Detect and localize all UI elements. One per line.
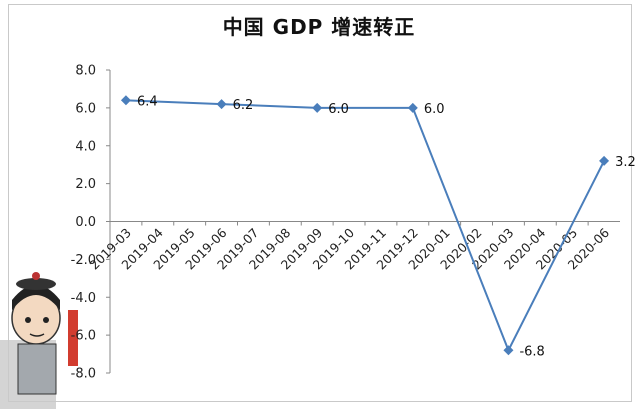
data-point-marker <box>407 102 418 113</box>
y-tick-label: -2.0 <box>71 253 96 268</box>
data-point-marker <box>312 102 323 113</box>
data-label: 6.4 <box>137 94 158 109</box>
chart-title: 中国 GDP 增速转正 <box>222 15 416 39</box>
plot-group: 6.4 6.2 6.0 6.0 -6.8 3.2 <box>120 94 636 359</box>
y-tick-label: 6.0 <box>75 101 96 116</box>
data-label: 6.0 <box>424 102 445 117</box>
y-tick-label: 2.0 <box>75 177 96 192</box>
data-point-marker <box>120 95 131 106</box>
data-point-marker <box>216 99 227 110</box>
y-tick-label: 0.0 <box>75 215 96 230</box>
data-label: 3.2 <box>615 155 636 170</box>
data-label: 6.0 <box>328 102 349 117</box>
y-tick-label: -8.0 <box>71 367 96 382</box>
data-point-marker <box>503 345 514 356</box>
chart-frame <box>8 4 632 402</box>
y-tick-label: -6.0 <box>71 329 96 344</box>
data-point-marker <box>599 155 610 166</box>
mascot-illustration <box>0 272 78 409</box>
data-label: -6.8 <box>519 344 544 359</box>
series-line <box>125 99 605 353</box>
y-tick-label: -4.0 <box>71 291 96 306</box>
data-label: 6.2 <box>233 98 254 113</box>
y-tick-label: 4.0 <box>75 139 96 154</box>
y-tick-label: 8.0 <box>75 64 96 79</box>
